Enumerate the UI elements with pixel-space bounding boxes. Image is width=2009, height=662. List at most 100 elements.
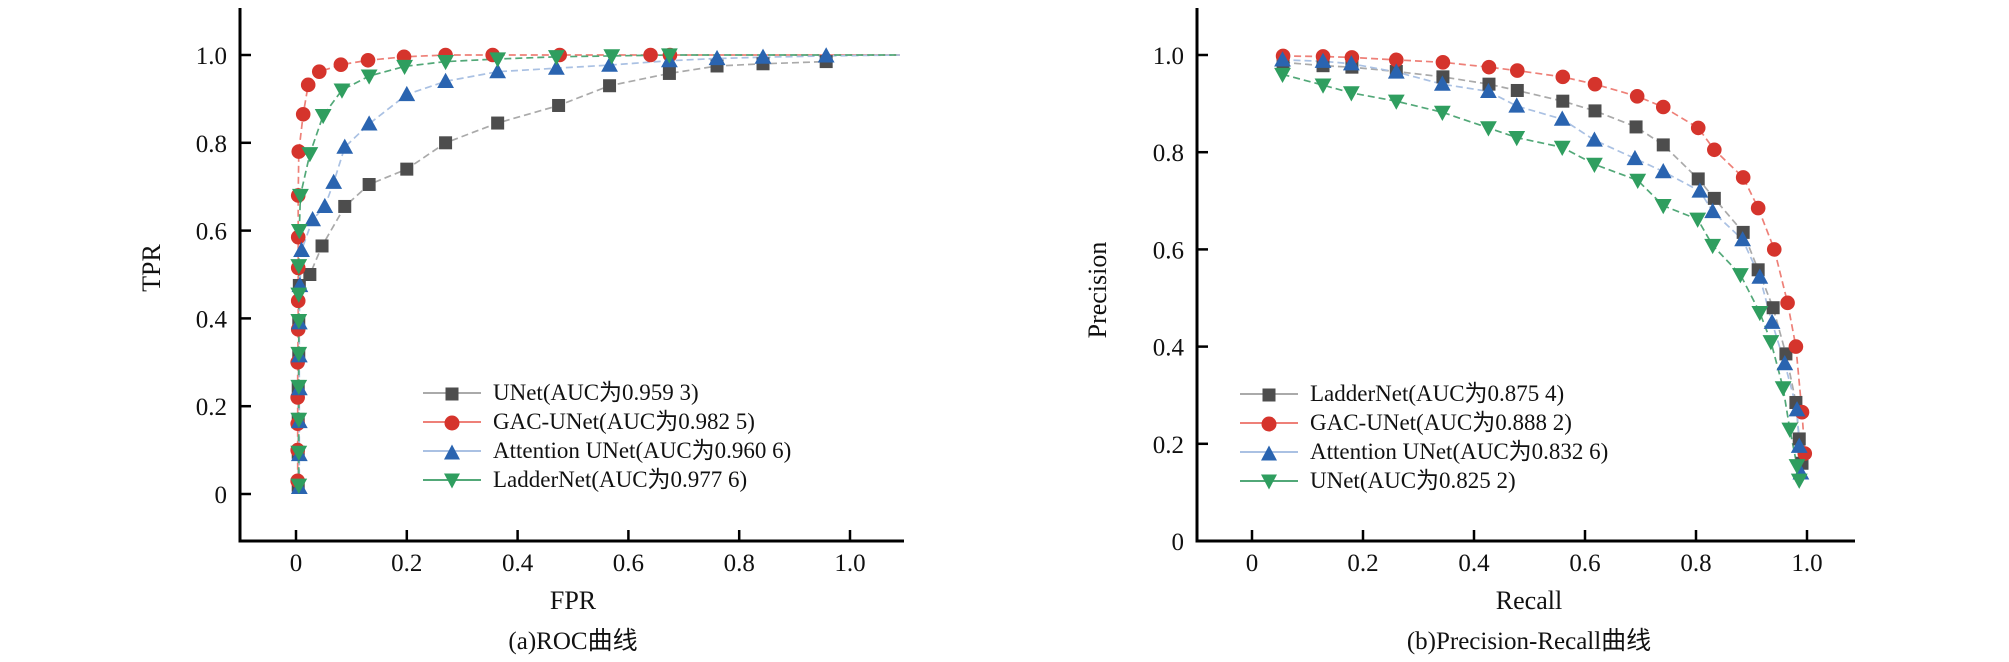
- pr-chart: 0 0.2 0.4 0.6 0.8 1.000.20.40.60.81.0 Recall …: [1083, 8, 1855, 655]
- square-icon: [445, 387, 459, 400]
- legend-line-sample: [423, 444, 481, 459]
- triangle-down-marker: [290, 445, 308, 461]
- triangle-down-marker: [437, 54, 454, 71]
- triangle-down-marker: [1274, 67, 1291, 84]
- circle-marker: [1481, 59, 1497, 75]
- triangle-down-marker: [396, 59, 413, 76]
- x-tick-label: 0: [290, 550, 303, 577]
- triangle-down-marker: [547, 50, 565, 66]
- circle-marker: [360, 52, 376, 68]
- square-marker: [362, 178, 376, 192]
- triangle-down-icon: [444, 473, 460, 488]
- triangle-down-marker: [1762, 335, 1780, 351]
- triangle-up-marker: [1626, 149, 1644, 166]
- legend-item-laddernet: LadderNet(AUC为0.875 4): [1240, 379, 1608, 408]
- pr-caption: (b)Precision-Recall曲线: [1407, 627, 1651, 655]
- triangle-up-marker: [1342, 55, 1360, 71]
- laddernet-curve-line: [1283, 61, 1803, 464]
- square-marker: [552, 98, 566, 112]
- circle-marker: [333, 57, 349, 72]
- triangle-down-marker: [290, 379, 308, 396]
- triangle-up-marker: [601, 56, 618, 72]
- triangle-down-marker: [660, 48, 678, 64]
- unet-curve-line: [1282, 73, 1801, 481]
- triangle-down-marker: [290, 412, 308, 428]
- triangle-down-marker: [1314, 78, 1332, 94]
- circle-marker: [1750, 200, 1766, 216]
- square-marker: [400, 162, 414, 176]
- y-tick-label: 1.0: [1153, 43, 1184, 70]
- triangle-up-marker: [708, 49, 726, 66]
- triangle-down-marker: [603, 49, 621, 65]
- triangle-up-marker: [1433, 75, 1451, 91]
- triangle-down-icon: [1261, 474, 1277, 489]
- triangle-down-marker: [1387, 94, 1405, 110]
- triangle-up-marker: [1704, 202, 1722, 219]
- circle-marker: [1509, 63, 1525, 78]
- triangle-down-marker: [1732, 268, 1749, 284]
- legend-line-sample: [1240, 474, 1298, 489]
- x-tick-label: 0.4: [1458, 550, 1490, 577]
- legend-item-gac-unet: GAC-UNet(AUC为0.888 2): [1240, 408, 1608, 437]
- square-marker: [1588, 104, 1602, 118]
- y-tick-label: 0: [215, 482, 228, 509]
- triangle-up-marker: [304, 211, 322, 227]
- circle-icon: [1261, 416, 1277, 431]
- pr-plot-generated: 0 0.2 0.4 0.6 0.8 1.0 0 0.2 0.4 0.6 0.8 1.0: [1153, 8, 1855, 577]
- y-tick-label: 0.2: [196, 394, 227, 421]
- triangle-up-marker: [1480, 82, 1497, 99]
- circle-marker: [1655, 99, 1671, 115]
- legend-label: Attention UNet(AUC为0.832 6): [1310, 439, 1609, 464]
- circle-marker: [1766, 242, 1782, 257]
- triangle-up-marker: [1586, 131, 1603, 147]
- triangle-up-marker: [1751, 268, 1769, 284]
- triangle-down-marker: [489, 52, 507, 68]
- circle-marker: [643, 47, 658, 63]
- triangle-down-marker: [1781, 422, 1799, 438]
- triangle-down-marker: [290, 313, 308, 330]
- circle-marker: [311, 64, 327, 79]
- pr-yaxis-label: Precision: [1083, 242, 1112, 339]
- laddernet-markers: [290, 48, 678, 494]
- square-marker: [1766, 301, 1780, 315]
- y-tick-label: 0: [1172, 529, 1185, 556]
- x-tick-label: 0.6: [1569, 550, 1600, 577]
- square-marker: [603, 79, 617, 93]
- legend-label: UNet(AUC为0.959 3): [493, 380, 699, 405]
- axis-spines: [238, 8, 904, 543]
- triangle-up-marker: [1553, 110, 1571, 126]
- triangle-down-marker: [360, 69, 378, 85]
- square-marker: [315, 239, 329, 253]
- circle-marker: [295, 106, 311, 122]
- triangle-up-marker: [817, 47, 835, 63]
- square-marker: [662, 66, 676, 80]
- legend-item-unet: UNet(AUC为0.959 3): [423, 378, 791, 407]
- triangle-up-marker: [1274, 51, 1291, 67]
- roc-plot-generated: 0 0.2 0.4 0.6 0.8 1.0 0 0.2 0.4 0.6 0.8 1.0: [196, 8, 904, 577]
- square-marker: [303, 268, 317, 281]
- y-tick-label: 0.2: [1153, 432, 1184, 459]
- x-tick-label: 1.0: [834, 550, 865, 577]
- triangle-down-marker: [314, 108, 332, 125]
- square-marker: [1629, 120, 1643, 134]
- triangle-down-marker: [292, 188, 309, 205]
- legend-line-sample: [423, 473, 481, 488]
- triangle-up-marker: [489, 63, 507, 79]
- square-marker: [1779, 347, 1793, 361]
- legend-item-unet: UNet(AUC为0.825 2): [1240, 466, 1608, 495]
- triangle-down-marker: [1480, 121, 1497, 137]
- triangle-down-marker: [1774, 381, 1792, 397]
- legend-line-sample: [1240, 416, 1298, 431]
- triangle-up-marker: [1790, 437, 1808, 453]
- triangle-down-marker: [1654, 199, 1672, 215]
- triangle-up-marker: [1763, 313, 1781, 329]
- triangle-up-marker: [1387, 63, 1405, 79]
- legend-line-sample: [1240, 388, 1298, 401]
- square-marker: [1510, 83, 1524, 97]
- roc-xaxis-label: FPR: [550, 586, 597, 615]
- gac-unet-curve-line: [1283, 55, 1806, 454]
- y-tick-label: 0.4: [1153, 335, 1185, 362]
- y-tick-label: 0.6: [196, 219, 227, 246]
- circle-marker: [300, 77, 316, 93]
